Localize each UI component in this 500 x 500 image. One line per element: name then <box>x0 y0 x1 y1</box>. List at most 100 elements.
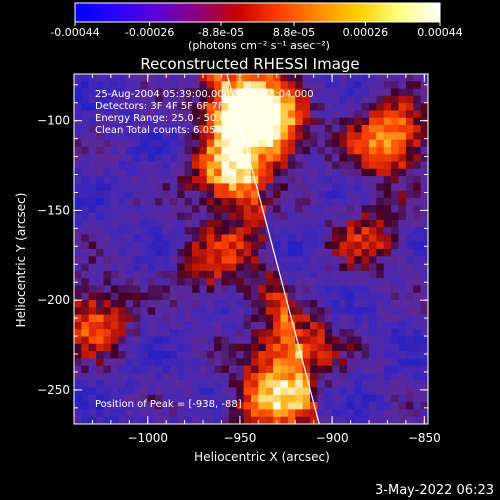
heatmap-cell <box>391 329 400 338</box>
heatmap-cell <box>118 409 127 418</box>
heatmap-cell <box>346 125 355 133</box>
heatmap-cell <box>398 212 407 221</box>
heatmap-cell <box>81 139 90 148</box>
heatmap-cell <box>243 197 252 206</box>
heatmap-cell <box>140 139 149 148</box>
heatmap-cell <box>192 176 200 184</box>
heatmap-cell <box>133 402 141 411</box>
heatmap-cell <box>317 168 326 177</box>
heatmap-cell <box>199 249 208 257</box>
heatmap-cell <box>147 110 156 119</box>
heatmap-cell <box>155 285 164 294</box>
heatmap-cell <box>251 212 259 221</box>
heatmap-cell <box>383 249 392 257</box>
heatmap-cell <box>221 358 230 367</box>
heatmap-cell <box>110 154 119 163</box>
heatmap-cell <box>251 197 259 206</box>
heatmap-cell <box>310 321 318 330</box>
heatmap-cell <box>206 132 215 141</box>
heatmap-cell <box>103 416 112 424</box>
heatmap-cell <box>74 161 82 170</box>
heatmap-cell <box>369 205 377 214</box>
heatmap-cell <box>302 307 311 316</box>
heatmap-cell <box>140 365 149 374</box>
heatmap-cell <box>96 146 105 155</box>
heatmap-cell <box>103 74 112 82</box>
heatmap-cell <box>273 197 282 206</box>
heatmap-cell <box>310 372 318 381</box>
heatmap-cell <box>346 292 355 301</box>
heatmap-cell <box>125 307 134 316</box>
heatmap-cell <box>295 132 304 141</box>
heatmap-cell <box>376 154 385 163</box>
heatmap-cell <box>103 154 112 163</box>
heatmap-cell <box>398 300 407 308</box>
heatmap-cell <box>280 110 289 119</box>
heatmap-cell <box>155 358 164 367</box>
annotation-peak-position: Position of Peak = [-938, -88] <box>95 399 242 410</box>
heatmap-cell <box>243 372 252 381</box>
heatmap-cell <box>110 380 119 389</box>
heatmap-cell <box>383 314 392 323</box>
heatmap-cell <box>96 197 105 206</box>
heatmap-cell <box>376 219 385 228</box>
heatmap-cell <box>346 176 355 184</box>
heatmap-cell <box>346 205 355 214</box>
heatmap-cell <box>118 321 127 330</box>
heatmap-cell <box>155 74 164 82</box>
heatmap-cell <box>236 168 245 177</box>
heatmap-cell <box>228 176 237 184</box>
heatmap-cell <box>398 365 407 374</box>
heatmap-cell <box>361 219 370 228</box>
heatmap-cell <box>177 307 186 316</box>
heatmap-cell <box>184 249 193 257</box>
heatmap-cell <box>376 132 385 141</box>
heatmap-cell <box>369 285 377 294</box>
heatmap-cell <box>125 402 134 411</box>
heatmap-cell <box>383 372 392 381</box>
heatmap-cell <box>133 205 141 214</box>
heatmap-cell <box>177 292 186 301</box>
heatmap-cell <box>81 132 90 141</box>
heatmap-cell <box>310 154 318 163</box>
heatmap-cell <box>118 139 127 148</box>
heatmap-cell <box>125 300 134 308</box>
heatmap-cell <box>302 387 311 396</box>
heatmap-cell <box>273 365 282 374</box>
heatmap-cell <box>346 351 355 359</box>
heatmap-cell <box>228 132 237 141</box>
heatmap-cell <box>251 387 259 396</box>
heatmap-cell <box>420 256 428 265</box>
heatmap-cell <box>287 256 296 265</box>
heatmap-cell <box>310 336 318 345</box>
heatmap-cell <box>346 154 355 163</box>
heatmap-cell <box>243 278 252 287</box>
heatmap-cell <box>324 314 333 323</box>
heatmap-cell <box>273 343 282 352</box>
heatmap-cell <box>413 219 422 228</box>
heatmap-cell <box>324 321 333 330</box>
heatmap-cell <box>169 168 178 177</box>
heatmap-cell <box>324 81 333 90</box>
heatmap-cell <box>265 372 274 381</box>
heatmap-cell <box>214 372 223 381</box>
heatmap-cell <box>81 88 90 97</box>
heatmap-cell <box>177 372 186 381</box>
heatmap-cell <box>258 409 267 418</box>
heatmap-cell <box>413 241 422 250</box>
heatmap-cell <box>236 307 245 316</box>
heatmap-cell <box>339 300 348 308</box>
heatmap-cell <box>405 103 414 112</box>
heatmap-cell <box>258 307 267 316</box>
heatmap-cell <box>243 292 252 301</box>
heatmap-cell <box>413 249 422 257</box>
heatmap-image <box>74 74 428 424</box>
heatmap-cell <box>184 176 193 184</box>
heatmap-cell <box>369 336 377 345</box>
heatmap-cell <box>147 219 156 228</box>
heatmap-cell <box>125 380 134 389</box>
heatmap-cell <box>346 241 355 250</box>
heatmap-cell <box>317 380 326 389</box>
heatmap-cell <box>324 402 333 411</box>
heatmap-cell <box>169 125 178 133</box>
